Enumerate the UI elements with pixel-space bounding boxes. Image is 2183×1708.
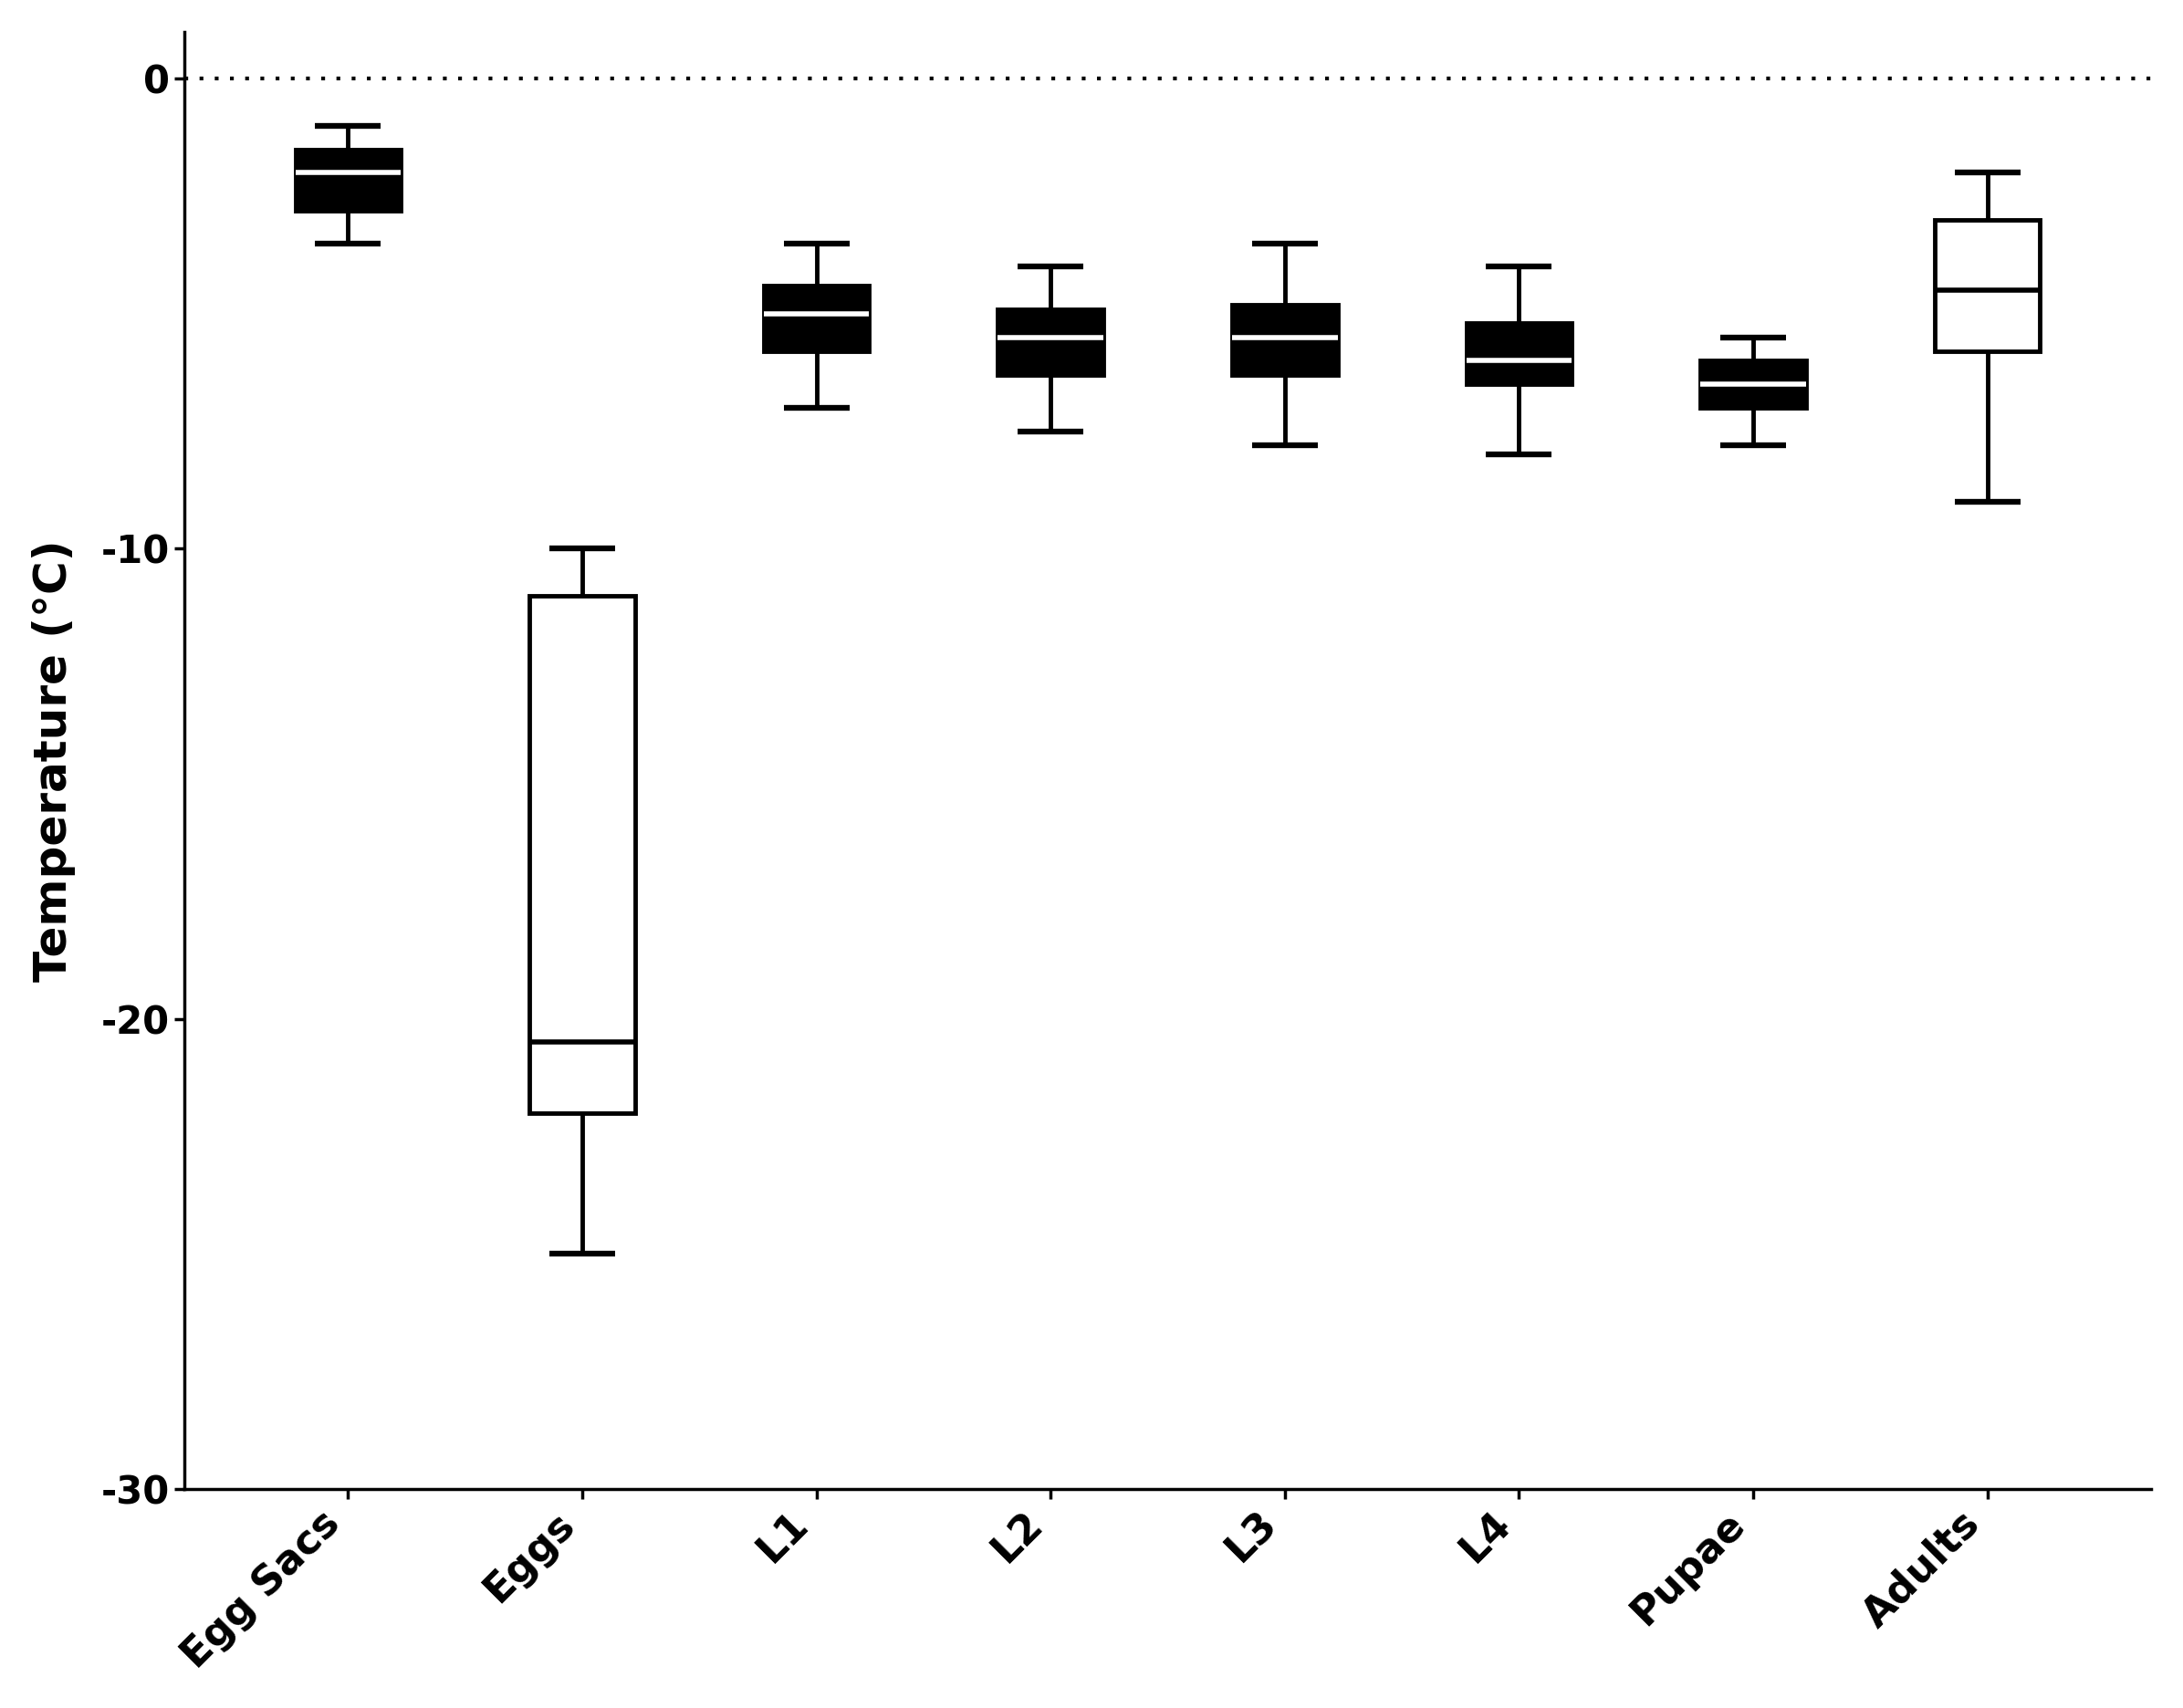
Bar <box>1467 323 1572 384</box>
Bar <box>1934 220 2041 352</box>
Bar <box>1701 360 1805 408</box>
Bar <box>998 309 1102 374</box>
Bar <box>1231 304 1338 374</box>
Y-axis label: Temperature (°C): Temperature (°C) <box>33 540 76 982</box>
Bar <box>295 149 402 210</box>
Bar <box>530 596 635 1114</box>
Bar <box>764 285 869 352</box>
